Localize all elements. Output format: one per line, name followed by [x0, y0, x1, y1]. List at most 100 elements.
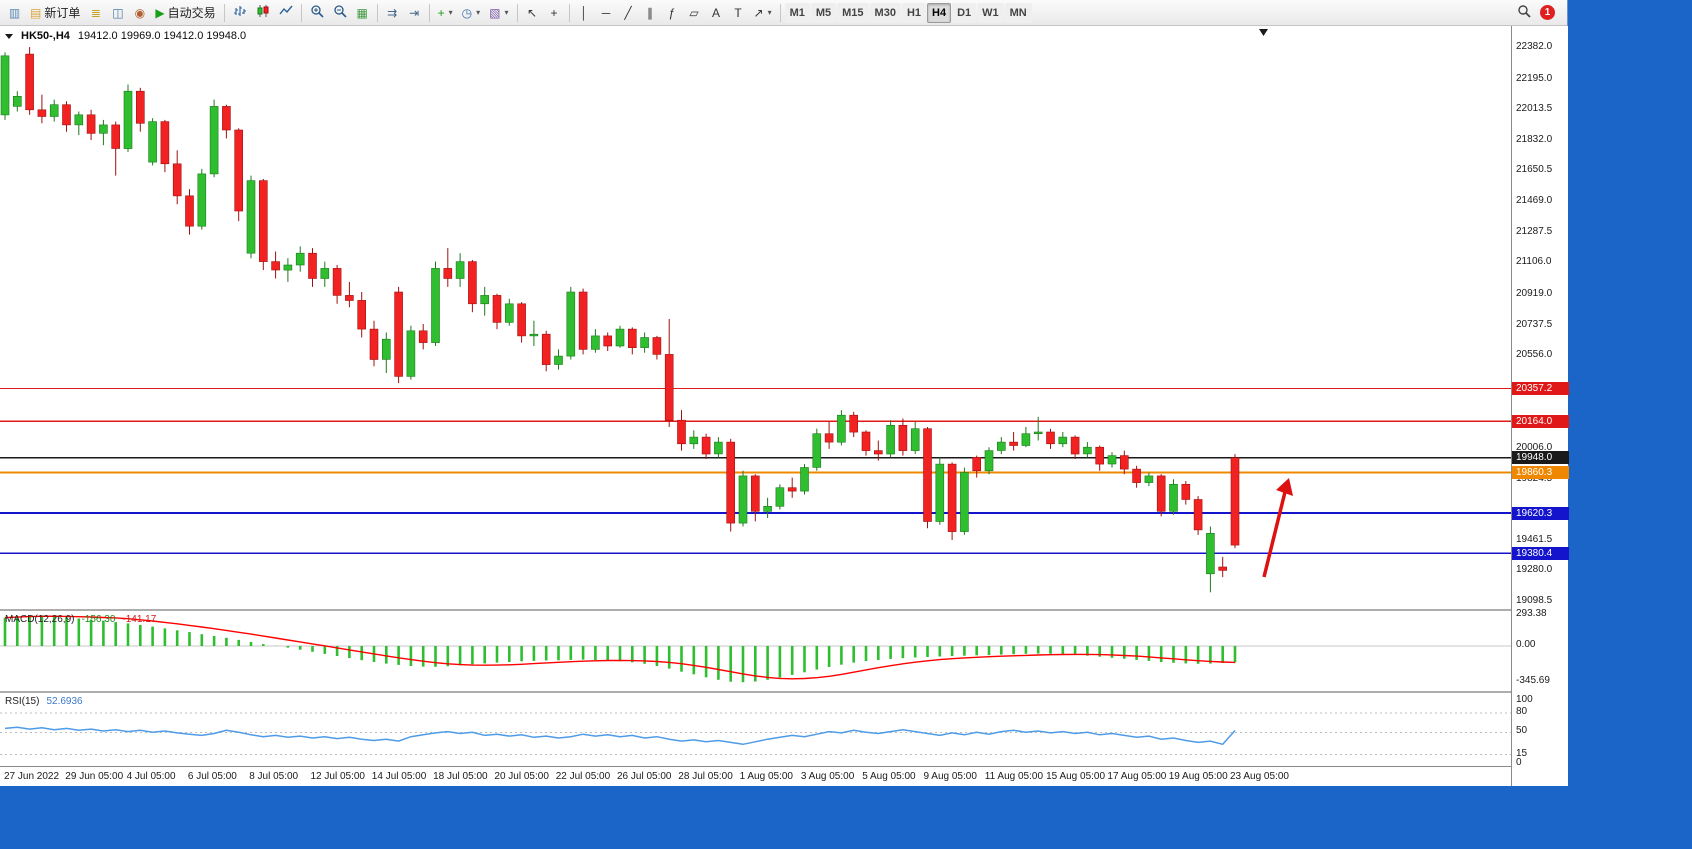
time-axis-label: 22 Jul 05:00 [555, 771, 611, 782]
rsi-chart [0, 712, 1511, 755]
shapes-tool: ▱ [689, 5, 699, 20]
price-tag: 19948.0 [1512, 451, 1569, 465]
zoom-in-icon[interactable] [306, 2, 328, 23]
symbol-label: HK50-,H4 [21, 30, 70, 42]
scroll-end-marker-icon [1259, 29, 1268, 36]
fibonacci-tool[interactable]: ƒ [662, 2, 683, 23]
search-button[interactable] [1513, 2, 1535, 23]
arrows-tool[interactable]: ↗ ▾ [750, 2, 776, 23]
rsi-axis-label: 80 [1516, 706, 1528, 718]
candlestick-chart-icon [256, 4, 270, 21]
toolbar-separator [376, 3, 378, 22]
price-axis-label: 19098.5 [1516, 595, 1553, 606]
chart-menu-icon[interactable] [5, 33, 13, 39]
horizontal-line-tool: ─ [601, 5, 611, 20]
rsi-pane[interactable]: RSI(15) 52.6936 [0, 691, 1511, 766]
periods-button[interactable]: ◷ ▾ [458, 2, 485, 23]
main-chart-pane[interactable]: HK50-,H4 19412.0 19969.0 19412.0 19948.0 [0, 26, 1511, 609]
chart-symbol-info: HK50-,H4 19412.0 19969.0 19412.0 19948.0 [5, 30, 246, 42]
fibonacci-tool: ƒ [668, 5, 676, 20]
time-axis-label: 9 Aug 05:00 [923, 771, 977, 782]
macd-axis-label: -345.69 [1516, 675, 1550, 687]
time-axis-label: 20 Jul 05:00 [494, 771, 549, 782]
tile-windows-icon[interactable]: ▦ [352, 2, 373, 23]
price-tag: 20164.0 [1512, 414, 1569, 428]
timeframe-w1[interactable]: W1 [977, 2, 1004, 23]
timeframe-m5[interactable]: M5 [810, 2, 837, 23]
line-chart-icon [279, 4, 293, 21]
auto-scroll-icon[interactable]: ⇉ [382, 2, 403, 23]
price-axis-label: 20556.0 [1516, 349, 1553, 361]
macd-pane[interactable]: MACD(12,26,9) -156.30 -141.17 [0, 609, 1511, 691]
timeframe-mn[interactable]: MN [1004, 2, 1032, 23]
zoom-out-icon[interactable] [329, 2, 351, 23]
profiles-icon[interactable]: ◫ [107, 2, 128, 23]
price-axis-label: 20006.0 [1516, 441, 1553, 453]
dropdown-caret-icon: ▾ [504, 8, 509, 17]
shapes-tool[interactable]: ▱ [684, 2, 705, 23]
time-axis-label: 29 Jun 05:00 [65, 771, 124, 782]
cursor-tool[interactable]: ↖ [522, 2, 543, 23]
autotrading-button[interactable]: ▶ 自动交易 [151, 2, 219, 23]
rsi-name: RSI(15) [5, 696, 40, 707]
price-axis-label: 21469.0 [1516, 195, 1553, 206]
price-axis-label: 20919.0 [1516, 287, 1553, 299]
price-axis-label: 21832.0 [1516, 133, 1553, 145]
macd-value: -156.30 [81, 614, 116, 625]
timeframe-group: M1 M5 M15 M30 H1 H4 D1 W1 MN [784, 2, 1032, 23]
price-tag: 19860.3 [1512, 466, 1569, 479]
new-order-button-label: 新订单 [44, 6, 81, 20]
templates-button[interactable]: ▧ ▾ [485, 2, 512, 23]
chart-shift-icon[interactable]: ⇥ [404, 2, 425, 23]
candlestick-chart-icon[interactable] [252, 2, 274, 23]
trendline-tool[interactable]: ╱ [618, 2, 639, 23]
macd-chart [0, 615, 1511, 683]
text-tool[interactable]: A [706, 2, 727, 23]
price-axis-label: 22195.0 [1516, 72, 1553, 84]
line-chart-icon[interactable] [275, 2, 297, 23]
time-axis[interactable]: 27 Jun 2022 29 Jun 05:00 4 Jul 05:00 6 Jul … [0, 766, 1511, 786]
mt4-window: ▥ ▤ 新订单 ≣ ◫ ◉ ▶ 自动交易 ▦ ⇉ ⇥ + ▾ ◷ ▾ ▧ ▾ ↖ + │ ─ ╱ ∥ ƒ ▱ A T ↗ ▾ M1 M5 M… [0, 0, 1569, 786]
time-axis-label: 11 Aug 05:00 [984, 771, 1043, 782]
community-icon[interactable]: ◉ [129, 2, 150, 23]
rsi-axis-label: 0 [1516, 757, 1522, 768]
notification-badge[interactable]: 1 [1540, 5, 1555, 20]
timeframe-d1[interactable]: D1 [952, 2, 977, 23]
channel-tool[interactable]: ∥ [640, 2, 661, 23]
bar-chart-icon[interactable] [229, 2, 251, 23]
new-order-button[interactable]: ▤ 新订单 [26, 2, 84, 23]
history-center-icon[interactable]: ≣ [85, 2, 106, 23]
community-icon: ◉ [134, 5, 146, 20]
rsi-axis-label: 100 [1516, 693, 1533, 705]
rsi-axis-label: 50 [1516, 725, 1528, 737]
charts-window-icon[interactable]: ▥ [4, 2, 25, 23]
price-axis-label: 21650.5 [1516, 164, 1553, 176]
price-axis-label: 22382.0 [1516, 41, 1553, 52]
horizontal-line-tool[interactable]: ─ [596, 2, 617, 23]
dropdown-caret-icon: ▾ [448, 8, 453, 17]
timeframe-m30[interactable]: M30 [869, 2, 901, 23]
vertical-line-tool[interactable]: │ [574, 2, 595, 23]
label-tool[interactable]: T [728, 2, 749, 23]
toolbar-separator [223, 3, 225, 22]
timeframe-m15[interactable]: M15 [837, 2, 869, 23]
timeframe-h4[interactable]: H4 [927, 2, 952, 23]
price-axis[interactable]: 22382.0 22195.0 22013.5 21832.0 21650.5 21469… [1511, 26, 1569, 786]
toolbar-separator [300, 3, 302, 22]
bar-chart-icon [233, 4, 247, 21]
channel-tool: ∥ [647, 5, 653, 20]
timeframe-h1[interactable]: H1 [901, 2, 927, 23]
indicators-button[interactable]: + ▾ [434, 2, 457, 23]
trendline-tool: ╱ [624, 5, 632, 20]
zoom-in-icon [310, 4, 324, 21]
time-axis-label: 1 Aug 05:00 [739, 771, 793, 782]
ohlc-values: 19412.0 19969.0 19412.0 19948.0 [77, 30, 247, 42]
time-axis-label: 19 Aug 05:00 [1168, 771, 1228, 782]
time-axis-label: 12 Jul 05:00 [310, 771, 366, 782]
arrows-tool: ↗ [753, 5, 764, 20]
timeframe-m1[interactable]: M1 [784, 2, 810, 23]
crosshair-tool[interactable]: + [544, 2, 565, 23]
periods-button: ◷ [461, 5, 473, 20]
search-icon [1517, 4, 1531, 21]
